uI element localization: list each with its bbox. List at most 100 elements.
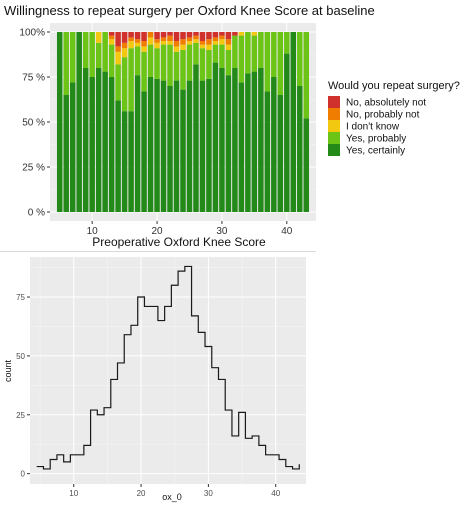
chart1-bar-segment [115, 46, 121, 52]
chart1-y-tick-label: 25 % [22, 163, 45, 174]
chart1-bar-segment [180, 39, 186, 45]
chart1-bar-segment [225, 44, 232, 50]
chart1-bar-segment [115, 32, 121, 47]
chart1-bar-segment [134, 32, 141, 40]
chart1-y-tick-label: 100% [19, 28, 45, 39]
chart1-bar-segment [160, 37, 167, 41]
chart1-bar-segment [108, 39, 115, 45]
chart1-bar-segment [206, 32, 212, 40]
chart1-bar-segment [180, 32, 186, 40]
chart1-bar-segment [199, 44, 206, 49]
chart1-bar-segment [225, 32, 232, 40]
chart1-bar-segment [212, 37, 219, 41]
chart2-y-tick-label: 75 [16, 293, 25, 302]
chart1-bar-segment [121, 57, 128, 112]
chart1-bar-segment [186, 41, 193, 45]
chart1-bar-segment [206, 50, 212, 79]
chart1-bar-segment [271, 77, 277, 212]
chart1-bar-segment [284, 32, 290, 54]
chart1-bar-segment [303, 32, 310, 119]
chart1-bar-segment [154, 42, 160, 49]
chart1-bar-segment [108, 44, 115, 77]
chart1-bar-segment [206, 39, 212, 45]
chart1-bar-segment [95, 68, 102, 212]
chart2-x-tick-label: 20 [137, 489, 146, 498]
chart1-bar-segment [232, 32, 238, 36]
chart1-bar-segment [121, 48, 128, 58]
chart1-bar-segment [258, 68, 264, 212]
chart1-x-tick-label: 10 [87, 226, 99, 237]
chart1-bar-segment [108, 35, 115, 40]
chart1-bar-segment [167, 86, 173, 212]
chart1-bar-segment [134, 39, 141, 43]
chart1-bar-segment [173, 32, 180, 41]
chart1-bar-segment [102, 32, 108, 72]
chart1-bar-segment [180, 44, 186, 50]
chart1-y-axis: 0 % 25 % 50 % 75 % 100% [19, 28, 50, 219]
chart1-bar-segment [297, 86, 303, 212]
chart1-bar-segment [134, 75, 141, 212]
chart1-bar-segment [141, 91, 147, 212]
chart1-bar-segment [303, 118, 310, 212]
chart1-bar-segment [69, 32, 76, 83]
chart1-bar-segment [284, 53, 290, 212]
chart1-bar-segment [128, 37, 134, 41]
chart1-bar-segment [69, 82, 76, 213]
legend-label: No, absolutely not [346, 98, 426, 109]
chart1-bar-segment [251, 35, 258, 72]
chart2-x-tick-label: 40 [271, 489, 280, 498]
chart1-bar-segment [264, 91, 271, 212]
legend-swatch [328, 132, 340, 144]
chart1-bar-segment [271, 32, 277, 77]
chart1-bar-segment [167, 32, 173, 36]
legend-swatch [328, 96, 340, 108]
chart1-bar-segment [121, 32, 128, 43]
chart1-bar-segment [173, 80, 180, 212]
chart1-bar-segment [82, 32, 89, 68]
chart1-bar-segment [121, 111, 128, 212]
chart1-bar-segment [212, 44, 219, 63]
chart1-bar-segment [277, 95, 284, 212]
chart1-bar-segment [115, 51, 121, 65]
chart1-bar-segment [134, 42, 141, 47]
chart2-y-tick-label: 0 [21, 470, 26, 479]
chart1-bar-segment [160, 80, 167, 212]
chart1-bar-segment [212, 32, 219, 38]
legend-label: I don't know [346, 122, 400, 133]
chart1-bar-segment [89, 32, 95, 77]
chart1-bar-segment [199, 80, 206, 212]
legend-label: Yes, probably [346, 134, 406, 145]
chart1-title: Willingness to repeat surgery per Oxford… [4, 3, 375, 18]
chart1-bar-segment [173, 41, 180, 47]
chart1-bar-segment [63, 95, 69, 212]
chart1-bar-segment [238, 82, 245, 213]
chart1-bar-segment [225, 50, 232, 76]
histogram-outline [36, 265, 300, 470]
chart1-bar-segment [193, 42, 199, 65]
chart1-bar-segment [128, 32, 134, 38]
chart1-x-tick-label: 30 [216, 226, 228, 237]
chart2-y-axis-title: count [3, 359, 13, 382]
chart1-bar-segment [141, 41, 147, 47]
legend-swatch [328, 108, 340, 120]
chart1-bar-segment [186, 44, 193, 81]
chart1-bar-segment [225, 39, 232, 45]
chart1-bar-segment [154, 32, 160, 40]
legend-swatch [328, 144, 340, 156]
chart1-x-axis: 10 20 30 40 [87, 221, 293, 237]
chart1-bar-segment [141, 46, 147, 52]
chart1-y-tick-label: 75 % [22, 73, 45, 84]
chart1-bar-segment [82, 68, 89, 212]
chart1-bar-segment [147, 77, 154, 212]
legend-title: Would you repeat surgery? [328, 80, 460, 92]
chart2-x-axis: 10 20 30 40 [69, 484, 281, 498]
chart1-bar-segment [206, 44, 212, 50]
chart1-bars [56, 32, 310, 213]
chart1-bar-segment [108, 32, 115, 36]
chart1-bar-segment [290, 32, 297, 212]
chart1-bar-segment [193, 64, 199, 213]
chart1-x-tick-label: 40 [281, 226, 293, 237]
chart1-bar-segment [128, 41, 134, 49]
chart1-bar-segment [173, 51, 180, 81]
chart1-bar-segment [232, 35, 238, 68]
